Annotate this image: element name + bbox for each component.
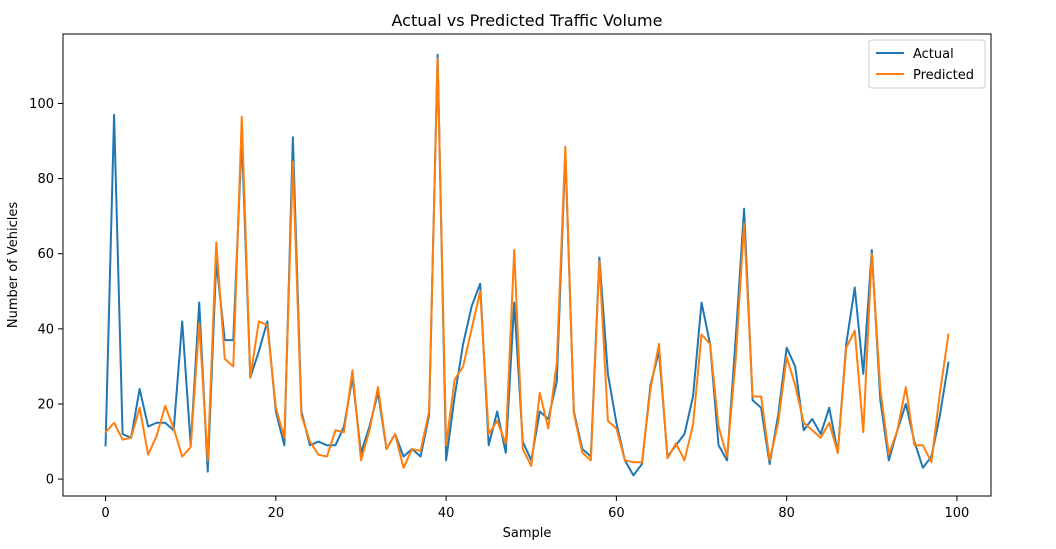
series-line-predicted [104,57,950,469]
x-tick-label: 0 [101,506,109,521]
x-axis-label: Sample [503,526,552,541]
legend-label-predicted: Predicted [913,68,974,83]
legend-label-actual: Actual [913,47,954,62]
x-tick-label: 40 [438,506,455,521]
y-axis: 0 20 40 60 80 100 [29,97,63,488]
y-tick-label: 60 [37,247,54,262]
x-axis: 0 20 40 60 80 100 [101,496,969,521]
plot-area: 0 20 40 60 80 100 0 20 40 60 80 100 [29,33,992,521]
x-tick-label: 80 [778,506,795,521]
axes-frame [62,33,992,497]
y-tick-label: 100 [29,97,54,112]
legend: Actual Predicted [868,39,986,89]
chart-title: Actual vs Predicted Traffic Volume [392,11,663,30]
x-tick-label: 100 [945,506,970,521]
y-tick-label: 0 [46,473,54,488]
y-tick-label: 20 [37,397,54,412]
x-tick-label: 60 [608,506,625,521]
y-tick-label: 40 [37,322,54,337]
series-group [104,53,950,477]
x-tick-label: 20 [268,506,285,521]
y-axis-label: Number of Vehicles [6,202,21,329]
y-tick-label: 80 [37,172,54,187]
